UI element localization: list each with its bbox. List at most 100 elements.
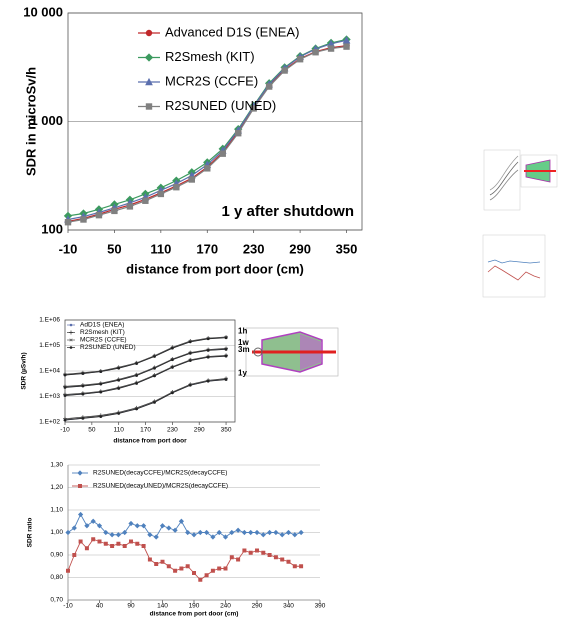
x-tick-label: 110: [150, 241, 171, 256]
y-axis-label: SDR (µSv/h): [21, 352, 28, 389]
x-tick-label: 390: [315, 603, 326, 610]
legend-marker: [69, 331, 73, 335]
series-line: [68, 515, 301, 538]
x-tick-label: 340: [283, 603, 294, 610]
marker: [207, 338, 210, 341]
marker: [211, 569, 215, 573]
marker: [248, 530, 253, 535]
marker: [160, 523, 165, 528]
marker: [267, 530, 272, 535]
page: 1001 00010 000-1050110170230290350distan…: [0, 0, 567, 619]
marker: [117, 387, 120, 390]
marker: [129, 540, 133, 544]
marker: [189, 176, 195, 182]
marker: [312, 49, 318, 55]
marker: [154, 562, 158, 566]
marker: [173, 569, 177, 573]
marker: [158, 191, 164, 197]
y-tick-label: 1.E+02: [39, 419, 60, 426]
marker: [179, 567, 183, 571]
marker: [249, 551, 253, 555]
marker: [292, 532, 297, 537]
geometry-image: [246, 328, 338, 376]
marker: [78, 512, 83, 517]
marker: [205, 573, 209, 577]
marker: [135, 542, 139, 546]
marker: [153, 375, 156, 378]
legend-marker: [70, 346, 73, 349]
y-tick-label: 1.E+04: [39, 368, 60, 375]
legend-marker: [70, 324, 73, 327]
series-line: [68, 39, 347, 215]
x-tick-label: 290: [252, 603, 263, 610]
x-tick-label: 240: [220, 603, 231, 610]
legend-label: Advanced D1S (ENEA): [165, 24, 299, 39]
marker: [328, 45, 334, 51]
x-tick-label: 230: [243, 241, 265, 256]
curve-label: 1h: [238, 327, 247, 336]
marker: [198, 578, 202, 582]
marker: [161, 560, 165, 564]
marker: [297, 56, 303, 62]
x-tick-label: 110: [113, 427, 124, 434]
marker: [225, 355, 228, 358]
marker: [110, 532, 115, 537]
legend-label: AdD1S (ENEA): [80, 322, 124, 329]
thumbnail-chart: [484, 150, 520, 210]
marker: [299, 564, 303, 568]
y-tick-label: 10 000: [23, 4, 63, 19]
marker: [189, 384, 192, 387]
legend-label: R2SUNED (UNED): [80, 344, 136, 351]
marker: [64, 419, 67, 422]
marker: [117, 367, 120, 370]
y-tick-label: 1.E+06: [39, 317, 60, 324]
marker: [173, 184, 179, 190]
marker: [230, 555, 234, 559]
marker: [242, 530, 247, 535]
marker: [261, 551, 265, 555]
marker: [99, 383, 102, 386]
marker: [286, 530, 291, 535]
marker: [171, 358, 174, 361]
marker: [123, 544, 127, 548]
marker: [79, 540, 83, 544]
marker: [99, 391, 102, 394]
y-tick-label: 1.E+05: [39, 342, 60, 349]
x-axis-label: distance from port door: [113, 438, 187, 445]
x-tick-label: -10: [63, 603, 73, 610]
y-tick-label: 0,70: [50, 597, 63, 604]
legend-label: R2SUNED(decayUNED)/MCR2S(decayCCFE): [93, 483, 228, 490]
legend-marker: [146, 30, 152, 36]
x-tick-label: 350: [221, 427, 232, 434]
marker: [225, 378, 228, 381]
legend-label: R2Smesh (KIT): [165, 49, 255, 64]
y-tick-label: 0,90: [50, 552, 63, 559]
y-axis-label: SDR ratio: [27, 518, 34, 548]
series-line: [68, 539, 301, 580]
marker: [299, 530, 304, 535]
x-tick-label: 50: [107, 241, 121, 256]
marker: [268, 553, 272, 557]
y-tick-label: 1.E+03: [39, 393, 60, 400]
y-tick-label: 100: [41, 221, 63, 236]
series-line: [65, 355, 226, 394]
x-tick-label: 230: [167, 427, 178, 434]
marker: [153, 367, 156, 370]
marker: [185, 530, 190, 535]
marker: [273, 530, 278, 535]
marker: [171, 392, 174, 395]
marker: [117, 379, 120, 382]
marker: [191, 532, 196, 537]
marker: [189, 341, 192, 344]
marker: [82, 393, 85, 396]
legend-label: MCR2S (CCFE): [80, 337, 127, 344]
marker: [154, 534, 159, 539]
legend-marker: [145, 53, 153, 61]
y-tick-label: 1,30: [50, 462, 63, 469]
marker: [186, 564, 190, 568]
marker: [64, 374, 67, 377]
marker: [117, 412, 120, 415]
marker: [111, 208, 117, 214]
thumbnail-geometry: [521, 155, 557, 187]
marker: [99, 415, 102, 418]
